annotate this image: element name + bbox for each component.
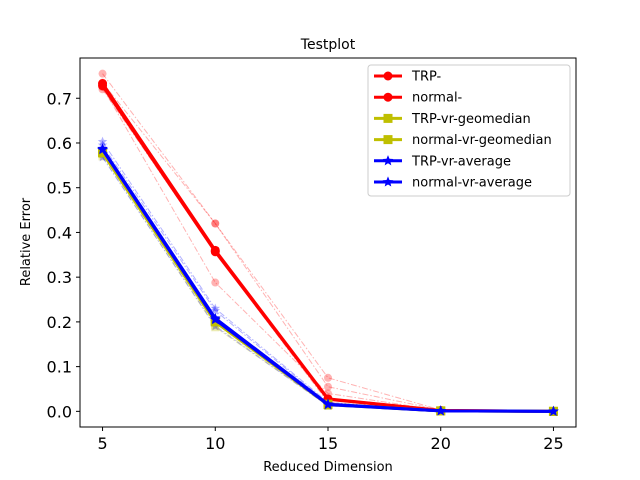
x-axis: 5 10 15 20 25 [97,427,564,453]
chart-title: Testplot [300,37,356,53]
legend-item: normal- [374,91,463,106]
legend-marker [383,92,393,102]
y-tick-label: 0.3 [47,268,72,287]
legend-box [367,64,571,197]
trial-point [211,278,220,287]
y-tick-label: 0.5 [47,179,72,198]
trial-point [324,382,332,391]
x-tick-label: 20 [431,434,451,453]
x-tick-label: 5 [97,434,107,453]
trial-point [211,219,220,228]
legend-label: TRP- [411,70,442,85]
trial-point [211,323,220,332]
y-tick-label: 0.1 [47,358,72,377]
legend-marker [383,135,393,145]
legend-marker [383,113,393,123]
series-6 [97,144,559,416]
legend-item: TRP-vr-geomedian [374,112,531,127]
trial-path [102,86,554,412]
legend-label: TRP-vr-average [411,154,511,169]
trial-point [97,136,108,146]
y-tick-label: 0.4 [47,223,72,242]
legend-item: TRP- [374,70,442,85]
trial-point [210,303,221,313]
y-tick-label: 0.0 [47,402,72,421]
y-tick-label: 0.7 [47,89,72,108]
x-tick-label: 15 [318,434,338,453]
legend-item: normal-vr-geomedian [374,133,552,148]
series-point [210,247,220,257]
series-lines [97,78,559,416]
legend-item: TRP-vr-average [374,154,511,169]
trial-point [210,305,221,315]
legend-label: TRP-vr-geomedian [411,112,531,127]
trial-point [324,373,332,382]
series-point [97,144,108,155]
legend-marker [383,71,393,81]
legend-label: normal- [412,91,463,106]
legend-label: normal-vr-geomedian [412,133,552,148]
y-axis: 0.0 0.1 0.2 0.3 0.4 0.5 0.6 0.7 [47,89,80,421]
series-point [209,314,221,325]
y-tick-label: 0.6 [47,134,72,153]
series-point [98,81,108,91]
y-tick-label: 0.2 [47,313,72,332]
trial-point [211,219,220,228]
x-tick-label: 25 [543,434,563,453]
y-axis-label: Relative Error [19,197,34,286]
x-axis-label: Reduced Dimension [263,460,393,475]
series-point [322,399,334,410]
legend-label: normal-vr-average [412,176,532,191]
x-tick-label: 10 [205,434,225,453]
series-point [435,405,447,416]
legend-marker [382,155,394,166]
legend: TRP-normal- TRP-vr-geomedian normal-vr-geo… [367,64,571,197]
series-point [548,405,559,416]
trial-point [98,69,107,78]
legend-item: normal-vr-average [374,176,532,191]
legend-marker [382,176,394,187]
